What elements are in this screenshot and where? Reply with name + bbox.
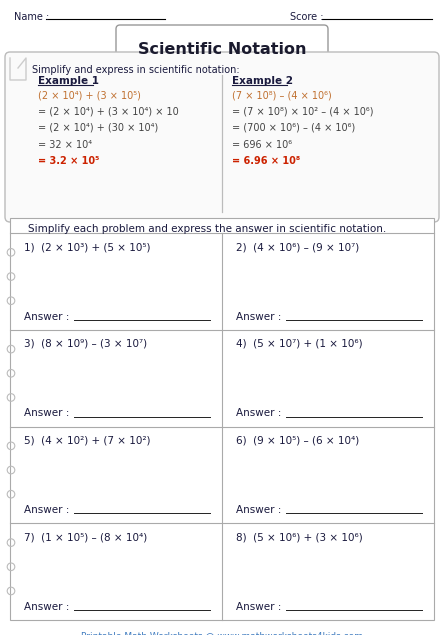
FancyBboxPatch shape	[5, 52, 439, 222]
Text: Score :: Score :	[290, 12, 324, 22]
Text: 7)  (1 × 10⁵) – (8 × 10⁴): 7) (1 × 10⁵) – (8 × 10⁴)	[24, 532, 147, 542]
Text: (7 × 10⁸) – (4 × 10⁶): (7 × 10⁸) – (4 × 10⁶)	[232, 90, 332, 100]
Text: = 6.96 × 10⁸: = 6.96 × 10⁸	[232, 156, 300, 166]
Text: = 3.2 × 10⁵: = 3.2 × 10⁵	[38, 156, 99, 166]
Text: = (2 × 10⁴) + (30 × 10⁴): = (2 × 10⁴) + (30 × 10⁴)	[38, 123, 158, 133]
Text: = 696 × 10⁶: = 696 × 10⁶	[232, 140, 292, 149]
Text: = (2 × 10⁴) + (3 × 10⁴) × 10: = (2 × 10⁴) + (3 × 10⁴) × 10	[38, 107, 179, 116]
Text: = (700 × 10⁶) – (4 × 10⁶): = (700 × 10⁶) – (4 × 10⁶)	[232, 123, 355, 133]
FancyBboxPatch shape	[116, 25, 328, 57]
Text: Answer :: Answer :	[236, 312, 281, 322]
Text: 3)  (8 × 10⁹) – (3 × 10⁷): 3) (8 × 10⁹) – (3 × 10⁷)	[24, 338, 147, 349]
Text: Example 2: Example 2	[232, 76, 293, 86]
Text: Printable Math Worksheets @ www.mathworksheets4kids.com: Printable Math Worksheets @ www.mathwork…	[81, 631, 363, 635]
Text: Answer :: Answer :	[24, 602, 69, 612]
Text: Scientific Notation: Scientific Notation	[138, 42, 306, 57]
Text: 4)  (5 × 10⁷) + (1 × 10⁶): 4) (5 × 10⁷) + (1 × 10⁶)	[236, 338, 363, 349]
Text: = 32 × 10⁴: = 32 × 10⁴	[38, 140, 92, 149]
Text: = (7 × 10⁸) × 10² – (4 × 10⁶): = (7 × 10⁸) × 10² – (4 × 10⁶)	[232, 107, 373, 116]
Text: Answer :: Answer :	[24, 408, 69, 418]
Text: Name :: Name :	[14, 12, 49, 22]
Text: 5)  (4 × 10²) + (7 × 10²): 5) (4 × 10²) + (7 × 10²)	[24, 436, 151, 446]
Text: (2 × 10⁴) + (3 × 10⁵): (2 × 10⁴) + (3 × 10⁵)	[38, 90, 141, 100]
Text: 8)  (5 × 10⁶) + (3 × 10⁶): 8) (5 × 10⁶) + (3 × 10⁶)	[236, 532, 363, 542]
Text: Answer :: Answer :	[236, 602, 281, 612]
Bar	[10, 218, 434, 620]
Text: Answer :: Answer :	[24, 312, 69, 322]
Text: Answer :: Answer :	[24, 505, 69, 515]
Text: 6)  (9 × 10⁵) – (6 × 10⁴): 6) (9 × 10⁵) – (6 × 10⁴)	[236, 436, 359, 446]
Text: Answer :: Answer :	[236, 505, 281, 515]
Text: Simplify each problem and express the answer in scientific notation.: Simplify each problem and express the an…	[28, 224, 386, 234]
Text: 2)  (4 × 10⁶) – (9 × 10⁷): 2) (4 × 10⁶) – (9 × 10⁷)	[236, 242, 359, 252]
Text: Simplify and express in scientific notation:: Simplify and express in scientific notat…	[32, 65, 240, 75]
Text: Example 1: Example 1	[38, 76, 99, 86]
Text: 1)  (2 × 10³) + (5 × 10⁵): 1) (2 × 10³) + (5 × 10⁵)	[24, 242, 151, 252]
Text: Answer :: Answer :	[236, 408, 281, 418]
